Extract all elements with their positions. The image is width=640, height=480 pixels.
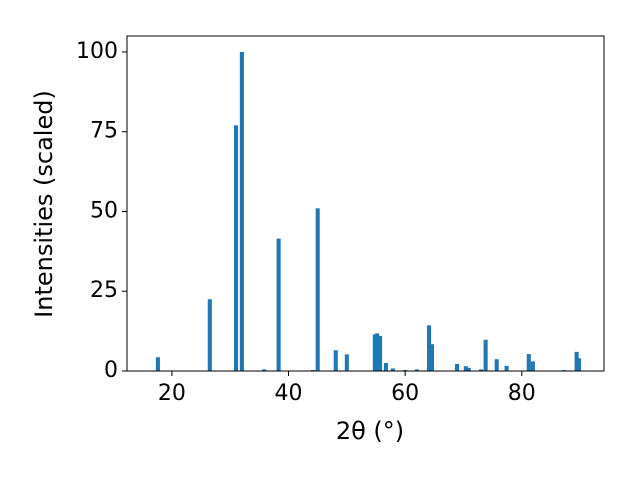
bar: [344, 354, 349, 371]
bar: [207, 299, 212, 371]
bar: [375, 333, 380, 371]
bar: [155, 357, 160, 371]
y-tick-label: 0: [104, 358, 118, 383]
bar: [372, 334, 377, 371]
bar: [576, 358, 581, 371]
bar: [526, 354, 531, 371]
bar: [333, 350, 338, 371]
x-tick-label: 80: [508, 381, 536, 406]
x-tick-label: 60: [391, 381, 419, 406]
bar: [483, 339, 488, 371]
bar: [261, 369, 267, 371]
bar: [530, 361, 535, 371]
x-axis-label: 2θ (°): [336, 417, 404, 445]
bar: [234, 125, 239, 371]
bar: [429, 344, 435, 371]
plot-frame: [126, 35, 605, 372]
bar: [427, 325, 432, 371]
bar: [574, 351, 579, 371]
bar: [504, 365, 509, 371]
y-tick-label: 50: [90, 198, 118, 223]
y-axis-label: Intensities (scaled): [30, 90, 58, 318]
bar: [383, 363, 388, 371]
bar: [239, 51, 244, 371]
bar: [378, 335, 383, 371]
x-tick-label: 40: [275, 381, 303, 406]
y-tick-label: 25: [90, 278, 118, 303]
bar: [390, 368, 395, 371]
bar: [466, 367, 471, 371]
bar: [478, 369, 484, 371]
bar: [315, 208, 320, 371]
bar: [455, 363, 460, 371]
y-tick-label: 100: [76, 39, 118, 64]
bar: [414, 369, 419, 371]
bar: [494, 359, 499, 371]
x-tick-label: 20: [158, 381, 186, 406]
y-tick-label: 75: [90, 119, 118, 144]
bar: [276, 238, 281, 371]
bar: [463, 366, 468, 371]
